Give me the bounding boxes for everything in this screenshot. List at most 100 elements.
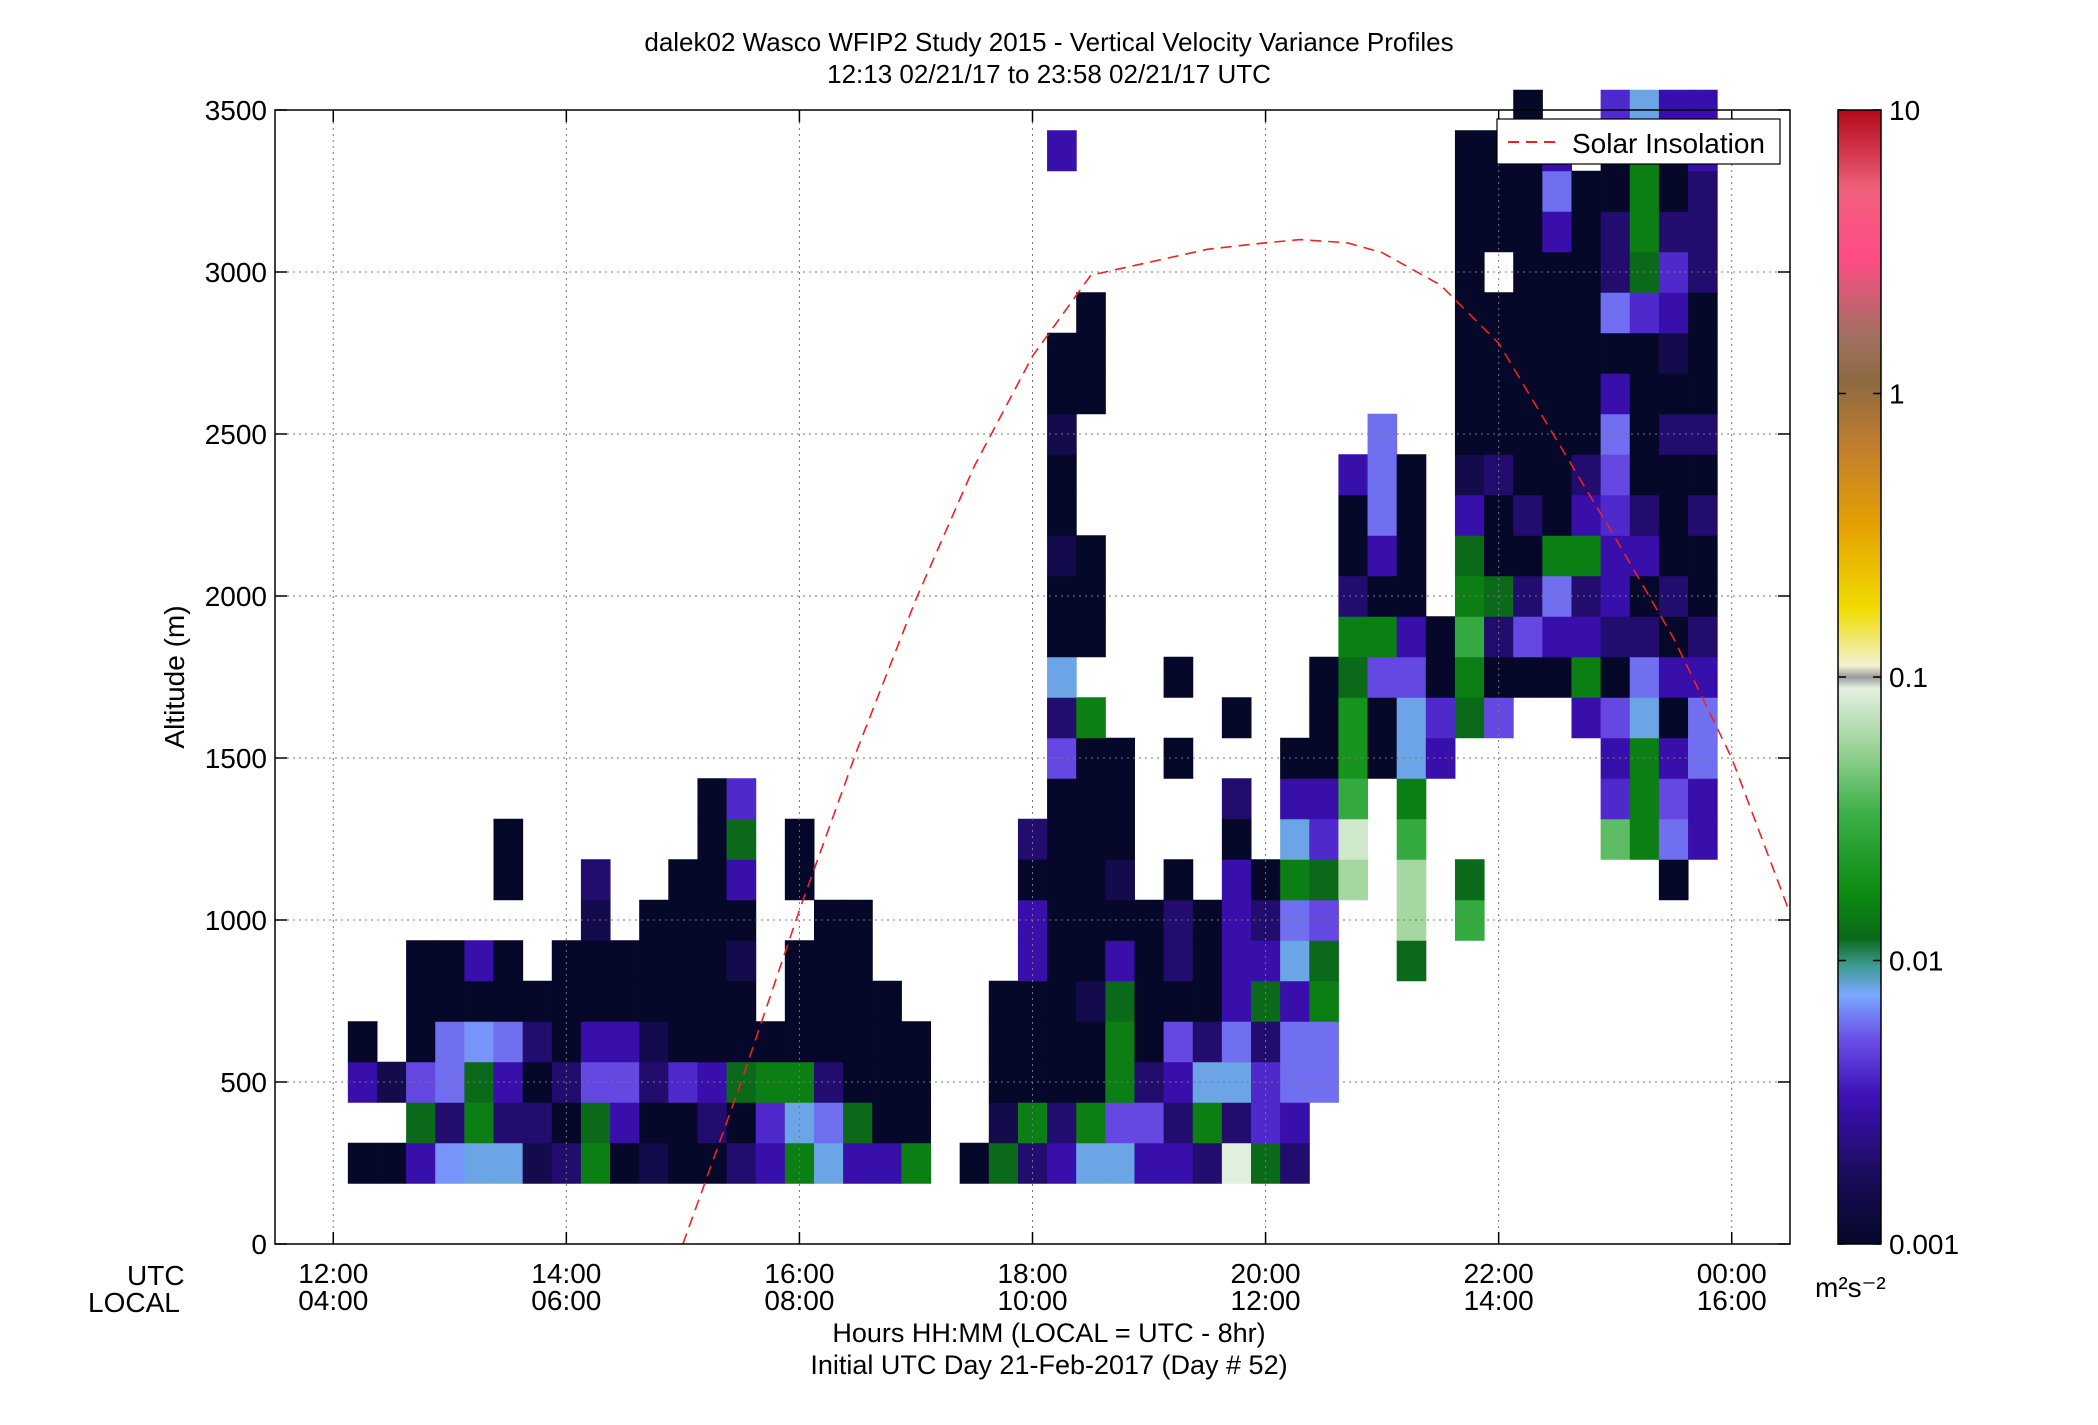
heatmap-cell bbox=[1629, 292, 1660, 334]
x-tick-label-local: 10:00 bbox=[997, 1285, 1067, 1316]
heatmap-cell bbox=[1658, 454, 1689, 496]
heatmap-cell bbox=[1454, 859, 1485, 901]
legend-label: Solar Insolation bbox=[1572, 128, 1765, 159]
heatmap-cell bbox=[1047, 373, 1077, 415]
heatmap-cell bbox=[1076, 1021, 1106, 1063]
heatmap-cell bbox=[1688, 332, 1718, 374]
heatmap-cell bbox=[406, 1021, 436, 1063]
heatmap-cell bbox=[1658, 818, 1689, 860]
heatmap-cell bbox=[1454, 130, 1485, 172]
heatmap-cell bbox=[668, 1021, 698, 1063]
heatmap-cell bbox=[1105, 818, 1135, 860]
heatmap-cell bbox=[843, 940, 873, 982]
heatmap-cell bbox=[1542, 535, 1572, 577]
heatmap-cell bbox=[1658, 697, 1689, 739]
heatmap-cell bbox=[1338, 778, 1369, 820]
heatmap-cell bbox=[1658, 656, 1689, 698]
heatmap-cell bbox=[697, 818, 728, 860]
heatmap-cell bbox=[959, 1142, 990, 1184]
heatmap-cell bbox=[1688, 170, 1718, 212]
heatmap-cell bbox=[1542, 211, 1572, 253]
heatmap-cell bbox=[1396, 778, 1427, 820]
heatmap-cell bbox=[1396, 494, 1427, 536]
x-tick-label-local: 04:00 bbox=[298, 1285, 368, 1316]
heatmap-cell bbox=[1629, 454, 1660, 496]
heatmap-cell bbox=[697, 778, 728, 820]
heatmap-cell bbox=[580, 980, 611, 1022]
heatmap-cell bbox=[755, 1021, 786, 1063]
heatmap-cell bbox=[1571, 292, 1602, 334]
heatmap-cell bbox=[610, 1142, 640, 1184]
heatmap-cell bbox=[1629, 656, 1660, 698]
heatmap-cell bbox=[668, 1102, 698, 1144]
heatmap-cell bbox=[1134, 1061, 1165, 1103]
heatmap-cell bbox=[1076, 373, 1106, 415]
heatmap-cell bbox=[1454, 494, 1485, 536]
heatmap-cell bbox=[1688, 292, 1718, 334]
heatmap-cell bbox=[1688, 211, 1718, 253]
heatmap-cell bbox=[1658, 292, 1689, 334]
heatmap-cell bbox=[1513, 535, 1543, 577]
heatmap-cell bbox=[1221, 697, 1252, 739]
heatmap-cell bbox=[697, 1102, 728, 1144]
heatmap-cell bbox=[697, 980, 728, 1022]
heatmap-cell bbox=[1163, 980, 1194, 1022]
heatmap-cell bbox=[580, 1142, 611, 1184]
heatmap-cell bbox=[1600, 170, 1631, 212]
heatmap-cell bbox=[1600, 454, 1631, 496]
heatmap-cell bbox=[1658, 535, 1689, 577]
y-axis-ticks: 0 500 1000 1500 2000 2500 3000 3500 bbox=[205, 95, 1790, 1260]
heatmap-cell bbox=[610, 940, 640, 982]
heatmap-cell bbox=[580, 940, 611, 982]
heatmap-cell bbox=[843, 1021, 873, 1063]
heatmap-cell bbox=[1338, 697, 1369, 739]
heatmap-cell bbox=[1105, 980, 1135, 1022]
heatmap-cell bbox=[988, 1142, 1019, 1184]
heatmap-cell bbox=[726, 859, 757, 901]
heatmap-cell bbox=[1396, 697, 1427, 739]
heatmap-cell bbox=[580, 859, 611, 901]
heatmap-cell bbox=[1076, 535, 1106, 577]
heatmap-cell bbox=[1367, 494, 1398, 536]
heatmap-cell bbox=[1658, 616, 1689, 658]
heatmap-cell bbox=[435, 1021, 465, 1063]
heatmap-cell bbox=[1454, 616, 1485, 658]
heatmap-cell bbox=[1163, 1021, 1194, 1063]
heatmap-cell bbox=[1280, 778, 1310, 820]
heatmap-cell bbox=[1338, 535, 1369, 577]
y-tick-label: 2500 bbox=[205, 419, 267, 450]
heatmap-cell bbox=[1454, 454, 1485, 496]
heatmap-cell bbox=[872, 1142, 902, 1184]
heatmap-cell bbox=[1454, 697, 1485, 739]
heatmap-cell bbox=[522, 1102, 553, 1144]
heatmap-cell bbox=[988, 1021, 1019, 1063]
heatmap-cell bbox=[464, 1142, 495, 1184]
heatmap-cell bbox=[1163, 940, 1194, 982]
x-tick-label-utc: 16:00 bbox=[764, 1258, 834, 1289]
y-tick-label: 3500 bbox=[205, 95, 267, 126]
heatmap-cell bbox=[1221, 1142, 1252, 1184]
heatmap-cell bbox=[697, 1021, 728, 1063]
heatmap-cell bbox=[813, 980, 844, 1022]
heatmap-cell bbox=[406, 1142, 436, 1184]
heatmap-cell bbox=[1221, 778, 1252, 820]
x-tick-label-local: 08:00 bbox=[764, 1285, 834, 1316]
heatmap-cell bbox=[610, 1021, 640, 1063]
x-tick-label-utc: 12:00 bbox=[298, 1258, 368, 1289]
heatmap-cell bbox=[1688, 373, 1718, 415]
heatmap-cell bbox=[406, 980, 436, 1022]
heatmap-cell bbox=[1221, 818, 1252, 860]
heatmap-cell bbox=[1513, 494, 1543, 536]
heatmap-cell bbox=[1600, 373, 1631, 415]
heatmap-cell bbox=[1367, 656, 1398, 698]
heatmap-cell bbox=[1600, 818, 1631, 860]
heatmap-cell bbox=[1688, 454, 1718, 496]
heatmap-cell bbox=[1658, 211, 1689, 253]
heatmap-cell bbox=[697, 859, 728, 901]
heatmap-cell bbox=[1425, 697, 1456, 739]
heatmap-cell bbox=[1425, 616, 1456, 658]
heatmap-cell bbox=[1688, 494, 1718, 536]
heatmap-cell bbox=[580, 1021, 611, 1063]
heatmap-cell bbox=[435, 980, 465, 1022]
heatmap-cell bbox=[1192, 980, 1223, 1022]
